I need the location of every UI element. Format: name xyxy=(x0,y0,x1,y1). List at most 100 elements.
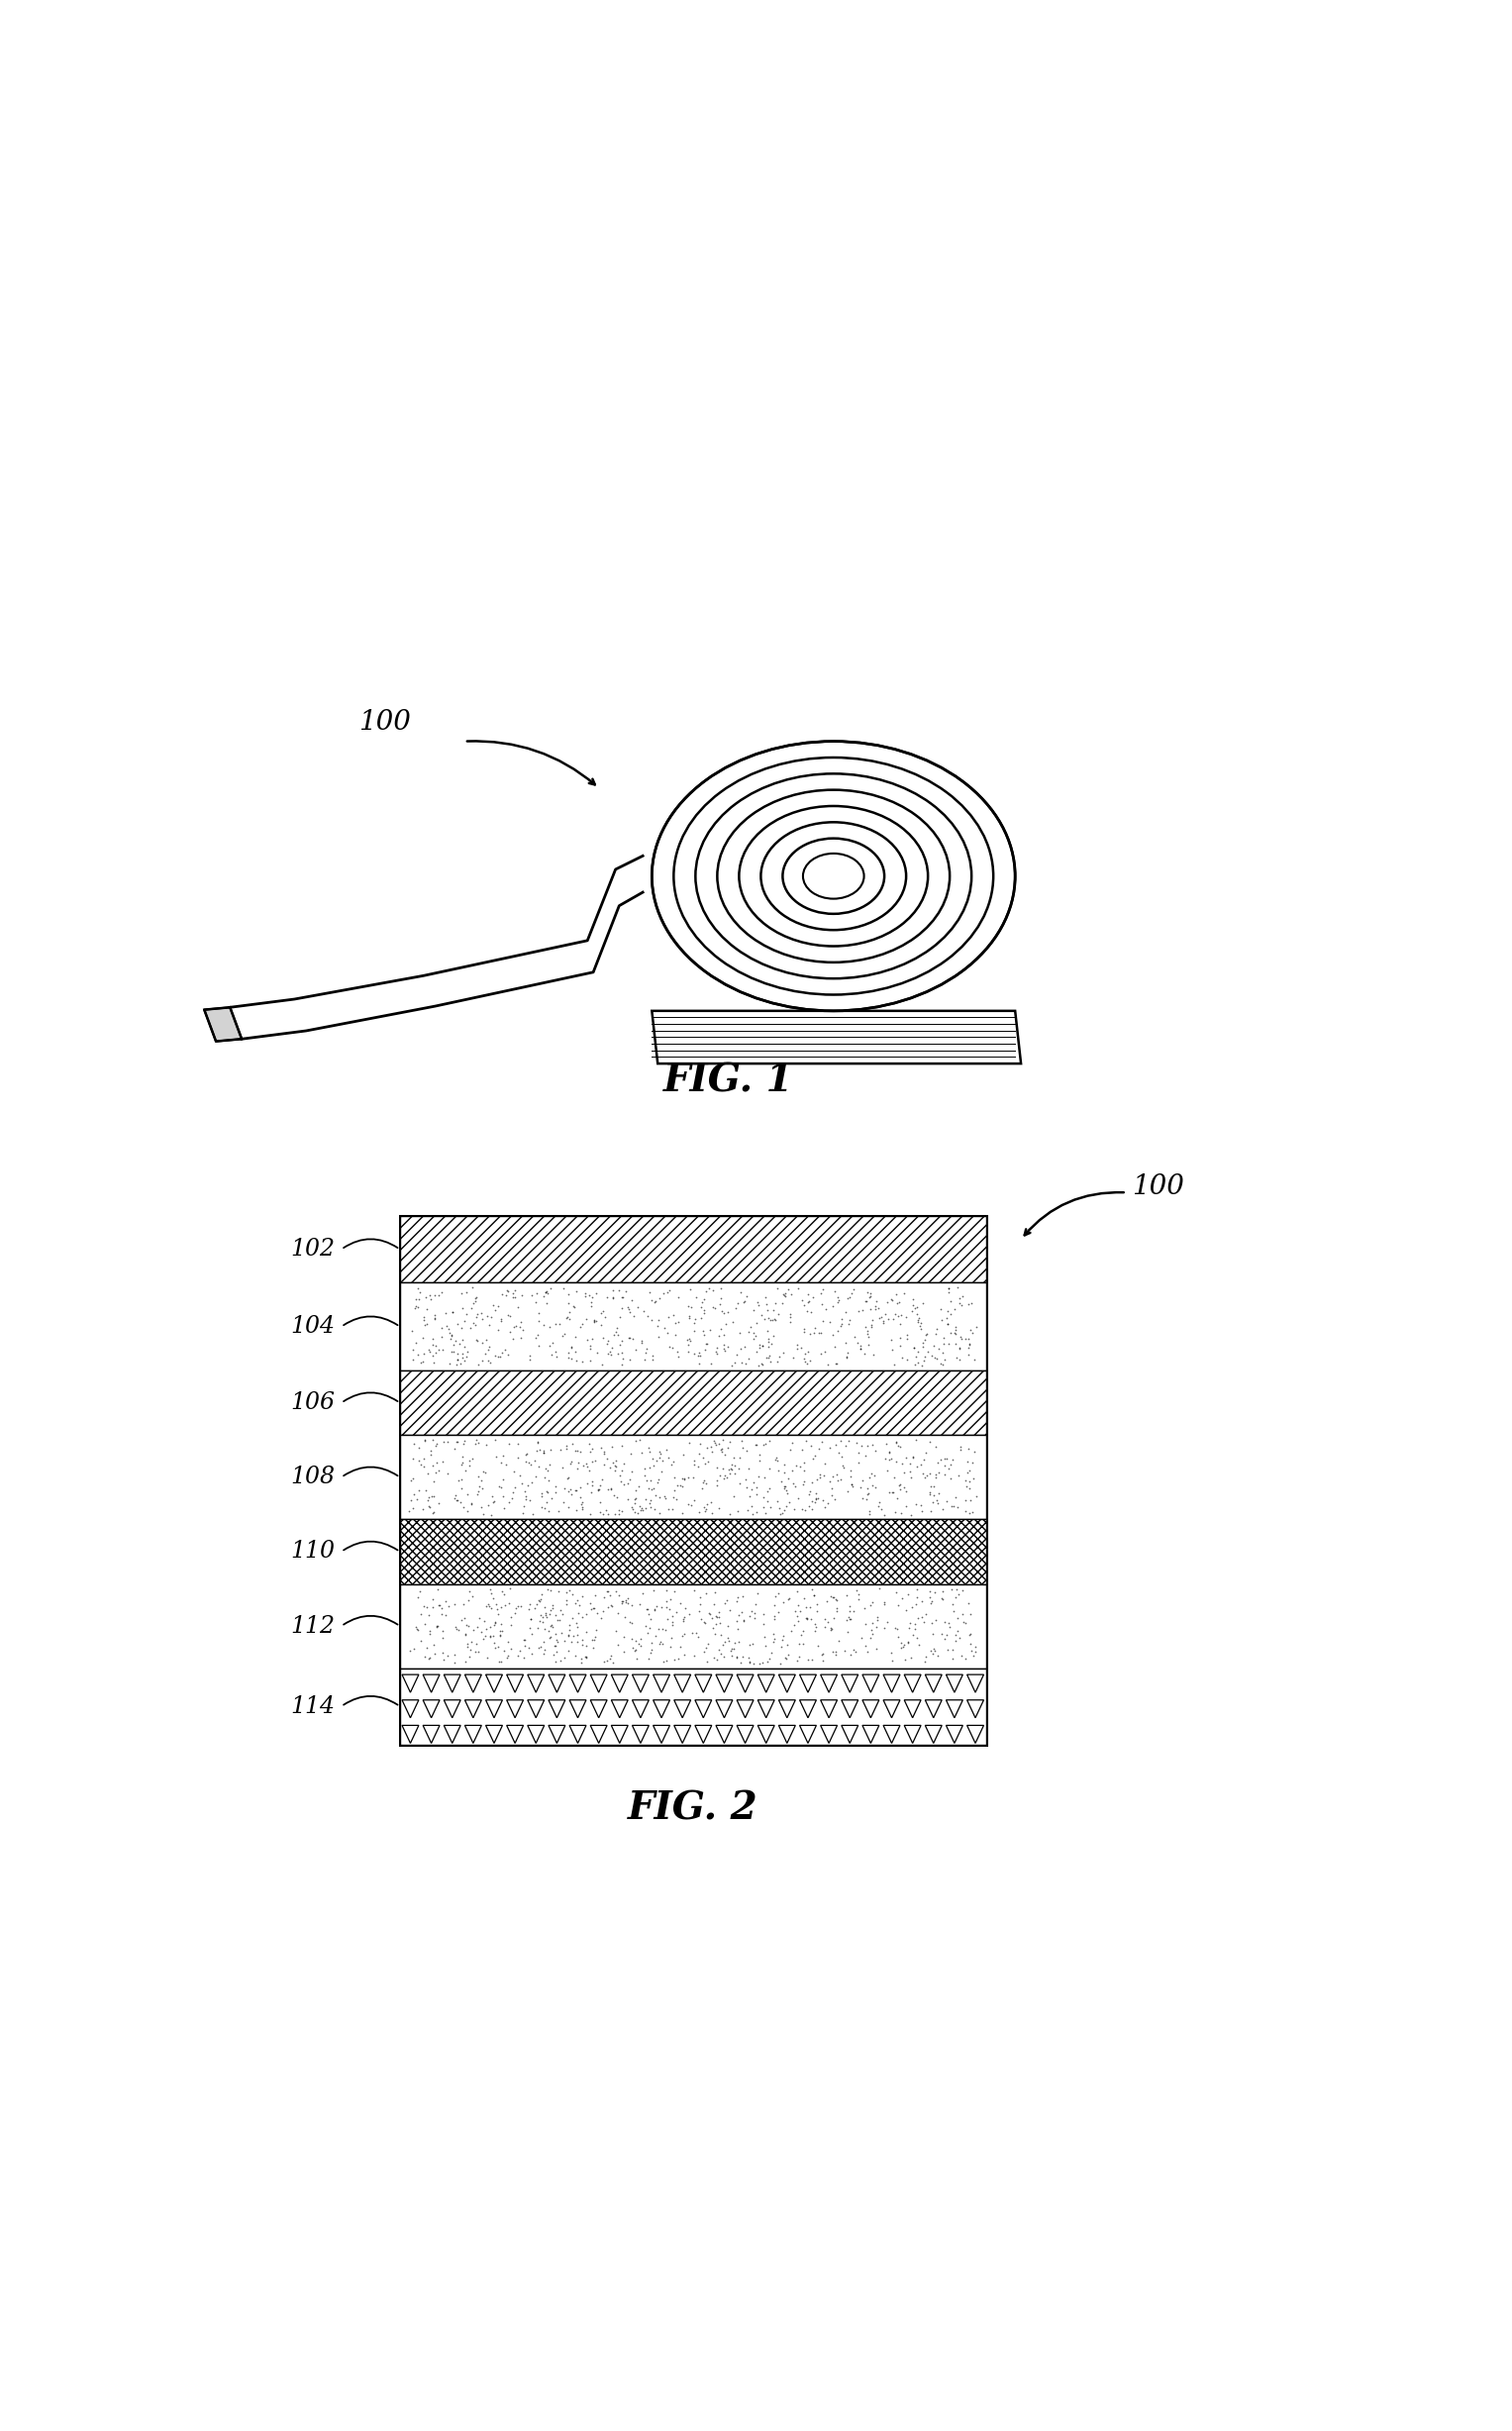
Point xyxy=(801,1575,826,1614)
Point xyxy=(600,1427,624,1466)
Point xyxy=(643,1590,667,1629)
Point xyxy=(809,1313,833,1352)
Point xyxy=(824,1456,848,1495)
Point xyxy=(569,1468,593,1507)
Point xyxy=(647,1437,671,1476)
Point xyxy=(556,1332,581,1371)
Point xyxy=(726,1493,750,1532)
Point xyxy=(449,1344,473,1383)
Point xyxy=(579,1286,603,1325)
Point xyxy=(538,1570,562,1609)
Point xyxy=(729,1330,753,1369)
Point xyxy=(597,1332,621,1371)
Point xyxy=(488,1301,513,1339)
Point xyxy=(487,1466,511,1505)
Point xyxy=(470,1322,494,1361)
Point xyxy=(593,1298,617,1337)
Point xyxy=(484,1437,508,1476)
Point xyxy=(670,1493,694,1532)
Point xyxy=(709,1279,733,1318)
Point xyxy=(942,1291,966,1330)
Point xyxy=(712,1456,736,1495)
Point xyxy=(641,1335,665,1374)
Point xyxy=(758,1638,782,1677)
Point xyxy=(513,1621,537,1660)
Point xyxy=(463,1279,487,1318)
Point xyxy=(565,1607,590,1646)
Point xyxy=(417,1478,442,1517)
Point xyxy=(863,1286,888,1325)
Point xyxy=(709,1429,733,1468)
Point xyxy=(771,1583,795,1621)
Point xyxy=(694,1271,718,1310)
Point xyxy=(823,1600,847,1638)
Point xyxy=(445,1339,469,1378)
Point xyxy=(697,1595,721,1634)
Point xyxy=(534,1271,558,1310)
Point xyxy=(423,1301,448,1339)
Point xyxy=(860,1609,885,1648)
Point xyxy=(771,1276,795,1315)
Point xyxy=(608,1325,632,1364)
Point xyxy=(664,1303,688,1342)
Point xyxy=(638,1432,662,1471)
Point xyxy=(641,1446,665,1485)
Point xyxy=(709,1617,733,1656)
Point xyxy=(532,1587,556,1626)
Point xyxy=(519,1600,543,1638)
Point xyxy=(620,1619,644,1658)
Point xyxy=(423,1298,448,1337)
Point xyxy=(588,1493,612,1532)
Point xyxy=(942,1488,966,1527)
Point xyxy=(618,1461,643,1500)
Point xyxy=(776,1269,800,1308)
Point xyxy=(491,1459,516,1497)
Point xyxy=(472,1451,496,1490)
Point xyxy=(558,1471,582,1510)
Point xyxy=(644,1442,668,1480)
Point xyxy=(711,1626,735,1665)
Point xyxy=(546,1621,570,1660)
Point xyxy=(535,1451,559,1490)
Point xyxy=(579,1585,603,1624)
Point xyxy=(765,1480,789,1519)
Point xyxy=(779,1612,803,1651)
Point xyxy=(756,1298,780,1337)
Point xyxy=(904,1420,928,1459)
Point xyxy=(762,1291,786,1330)
Point xyxy=(871,1303,895,1342)
Point xyxy=(537,1308,561,1347)
Point xyxy=(552,1638,576,1677)
Point xyxy=(520,1276,544,1315)
Point xyxy=(643,1284,667,1322)
Point xyxy=(449,1468,473,1507)
Point xyxy=(541,1636,565,1675)
Point xyxy=(903,1344,927,1383)
Point xyxy=(631,1434,655,1473)
Point xyxy=(676,1459,700,1497)
Point xyxy=(950,1570,974,1609)
Point xyxy=(556,1339,581,1378)
Point xyxy=(584,1303,608,1342)
Point xyxy=(847,1444,871,1483)
Point xyxy=(792,1339,816,1378)
Point xyxy=(883,1607,907,1646)
Point xyxy=(405,1480,429,1519)
Point xyxy=(742,1291,767,1330)
Point xyxy=(717,1427,741,1466)
Point xyxy=(578,1432,602,1471)
Point xyxy=(565,1449,590,1488)
Point xyxy=(913,1459,937,1497)
Point xyxy=(673,1614,697,1653)
Point xyxy=(959,1595,983,1634)
Point xyxy=(865,1607,889,1646)
Point xyxy=(847,1580,871,1619)
Point xyxy=(572,1446,596,1485)
Point xyxy=(835,1279,859,1318)
Point xyxy=(582,1303,606,1342)
Point xyxy=(788,1446,812,1485)
Point xyxy=(443,1636,467,1675)
Point xyxy=(401,1310,425,1349)
Point xyxy=(416,1480,440,1519)
Point xyxy=(466,1320,490,1359)
